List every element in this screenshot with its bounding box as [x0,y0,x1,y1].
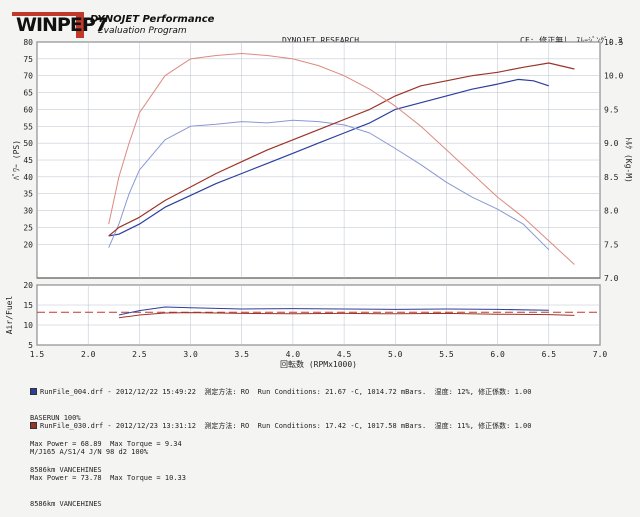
power-axis-label: ﾊﾟﾜｰ (PS) [12,140,21,180]
torque-tick-label: 9.5 [604,105,619,114]
x-tick-label: 4.5 [337,350,352,359]
legend-run2-line4: 8586km VANCEHINES [30,499,102,508]
x-tick-label: 5.0 [388,350,403,359]
logo-stripes-icon [12,12,84,38]
x-tick-label: 2.5 [132,350,147,359]
x-tick-label: 6.0 [490,350,505,359]
torque-tick-label: 10.5 [604,38,623,47]
af-tick-label: 15 [23,301,33,310]
af-axis-label: Air/Fuel [5,296,14,335]
power-tick-label: 25 [23,223,33,232]
power-tick-label: 80 [23,38,33,47]
torque-tick-label: 7.5 [604,240,619,249]
power-tick-label: 65 [23,89,33,98]
af-tick-label: 5 [28,341,33,350]
legend-entry-run2: RunFile_030.drf - 2012/12/23 13:31:12 測定… [30,405,531,517]
x-tick-label: 3.5 [235,350,250,359]
x-tick-label: 7.0 [593,350,608,359]
x-tick-label: 5.5 [439,350,454,359]
power-tick-label: 75 [23,55,33,64]
torque-axis-label: ﾄﾙｸ (Kg-M) [624,137,633,183]
legend-run1-line2: BASERUN 100% [30,413,81,422]
correction-info: CF: 修正無し ｽﾑｰｼﾞﾝｸﾞ: 3 [520,36,623,45]
power-torque-plot [36,41,601,279]
power-tick-label: 40 [23,173,33,182]
x-tick-label: 3.0 [183,350,198,359]
legend-run2-line1: RunFile_030.drf - 2012/12/23 13:31:12 測定… [40,422,532,431]
power-tick-label: 45 [23,156,33,165]
torque-tick-label: 7.0 [604,274,619,283]
torque-tick-label: 9.0 [604,139,619,148]
run2-airfuel-line [118,312,575,319]
legend-run1-line3: Max Power = 68.89 Max Torque = 9.34 [30,439,182,448]
power-tick-label: 55 [23,122,33,131]
run1-torque-line [108,119,550,251]
torque-tick-label: 8.5 [604,173,619,182]
chart-title: DYNOJET RESEARCH [282,36,360,45]
torque-tick-label: 8.0 [604,207,619,216]
power-tick-label: 20 [23,240,33,249]
x-axis-label: 回転数 (RPMx1000) [280,359,357,369]
x-tick-label: 6.5 [542,350,557,359]
x-tick-label: 2.0 [81,350,96,359]
logo-badge [12,12,84,38]
x-tick-label: 1.5 [30,350,45,359]
run1-airfuel-line [118,306,549,316]
run1-swatch-icon [30,388,37,396]
run2-swatch-icon [30,422,37,430]
x-tick-label: 4.0 [286,350,301,359]
product-name: DYNOJET Performance [90,14,215,25]
power-tick-label: 60 [23,105,33,114]
run1-power-line [108,78,549,237]
run2-power-line [108,62,575,237]
air-fuel-plot [36,284,601,346]
run2-torque-line [108,53,575,265]
product-subtitle: Evaluation Program [98,26,187,36]
power-tick-label: 70 [23,72,33,81]
logo-text: WINPEP7 [16,14,108,36]
legend-run2-line2: M/J165 A/S1/4 J/N 98 d2 100% [30,447,149,456]
af-tick-label: 20 [23,281,33,290]
torque-tick-label: 10.0 [604,72,623,81]
power-tick-label: 35 [23,190,33,199]
legend-run1-line1: RunFile_004.drf - 2012/12/22 15:49:22 測定… [40,388,532,397]
power-tick-label: 50 [23,139,33,148]
legend-run2-line3: Max Power = 73.78 Max Torque = 10.33 [30,473,186,482]
af-tick-label: 10 [23,321,33,330]
dyno-chart: 1.5 2.0 2.5 3.0 3.5 4.0 4.5 5.0 5.5 6.0 6.5 7.0 回転数 … [5,38,633,369]
power-tick-label: 30 [23,207,33,216]
